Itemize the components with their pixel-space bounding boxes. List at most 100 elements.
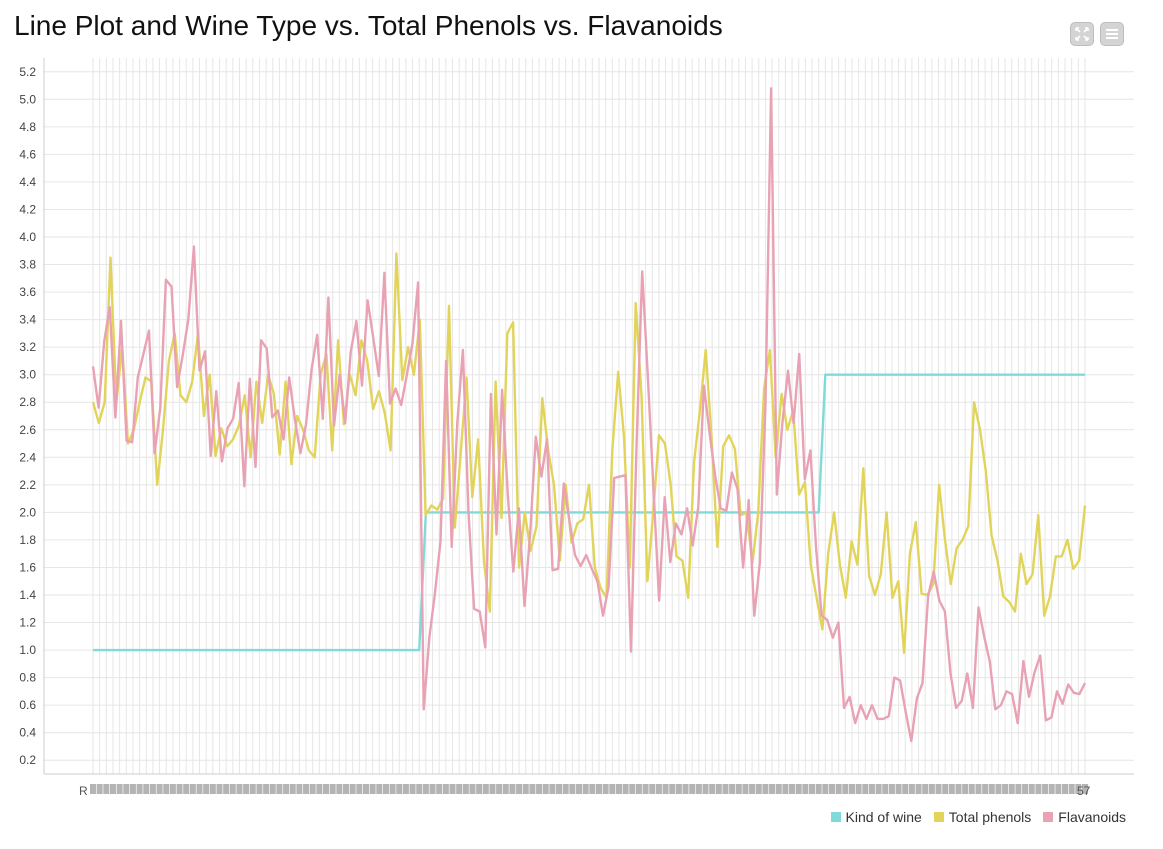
x-tick-label-glyphs — [249, 784, 256, 794]
x-tick-label-glyphs — [196, 784, 203, 794]
y-tick-label: 2.6 — [19, 423, 36, 437]
chart-title: Line Plot and Wine Type vs. Total Phenol… — [14, 10, 723, 41]
x-tick-label-glyphs — [882, 784, 889, 794]
x-tick-label-glyphs — [402, 784, 409, 794]
x-tick-label-glyphs — [915, 784, 922, 794]
x-tick-label-glyphs — [955, 784, 962, 794]
x-tick-label-glyphs — [136, 784, 143, 794]
x-tick-label-glyphs — [715, 784, 722, 794]
x-tick-label-glyphs — [635, 784, 642, 794]
x-tick-label-glyphs — [156, 784, 163, 794]
y-tick-label: 3.4 — [19, 313, 36, 327]
y-tick-label: 0.4 — [19, 726, 36, 740]
x-tick-label-glyphs — [236, 784, 243, 794]
x-tick-label-glyphs — [129, 784, 136, 794]
x-tick-label-glyphs — [875, 784, 882, 794]
x-tick-label-glyphs — [542, 784, 549, 794]
y-tick-label: 3.6 — [19, 285, 36, 299]
x-tick-label-glyphs — [689, 784, 696, 794]
x-tick-label-glyphs — [968, 784, 975, 794]
x-tick-label-glyphs — [1035, 784, 1042, 794]
x-tick-label-glyphs — [1048, 784, 1055, 794]
x-tick-label-glyphs — [829, 784, 836, 794]
y-tick-label: 3.8 — [19, 258, 36, 272]
x-tick-label-glyphs — [209, 784, 216, 794]
y-tick-label: 2.0 — [19, 505, 36, 519]
x-tick-label-glyphs — [389, 784, 396, 794]
x-tick-label-glyphs — [662, 784, 669, 794]
x-tick-label-glyphs — [522, 784, 529, 794]
x-tick-label-glyphs — [709, 784, 716, 794]
legend-label: Flavanoids — [1058, 809, 1126, 825]
x-tick-label-glyphs — [1062, 784, 1069, 794]
x-tick-label-glyphs — [815, 784, 822, 794]
y-tick-label: 1.4 — [19, 588, 36, 602]
x-tick-label-glyphs — [516, 784, 523, 794]
x-tick-label-glyphs — [655, 784, 662, 794]
x-tick-label-glyphs — [556, 784, 563, 794]
x-tick-label-glyphs — [789, 784, 796, 794]
x-tick-label-glyphs — [742, 784, 749, 794]
x-tick-label-last: 57 — [1077, 784, 1091, 798]
x-tick-label-glyphs — [163, 784, 170, 794]
x-tick-label-glyphs — [988, 784, 995, 794]
x-tick-label-glyphs — [509, 784, 516, 794]
expand-button[interactable] — [1070, 22, 1094, 46]
x-tick-label-glyphs — [868, 784, 875, 794]
legend-item-flavanoids[interactable]: Flavanoids — [1043, 809, 1126, 825]
x-tick-label-glyphs — [1068, 784, 1075, 794]
legend-item-total-phenols[interactable]: Total phenols — [933, 809, 1032, 825]
x-tick-label-glyphs — [702, 784, 709, 794]
x-tick-label-glyphs — [422, 784, 429, 794]
x-tick-label-glyphs — [489, 784, 496, 794]
x-tick-label-glyphs — [922, 784, 929, 794]
x-tick-label-glyphs — [336, 784, 343, 794]
x-tick-label-glyphs — [143, 784, 150, 794]
x-tick-label-glyphs — [449, 784, 456, 794]
series-line-kind-of-wine — [93, 373, 1085, 652]
y-tick-label: 5.2 — [19, 65, 36, 79]
x-tick-label-glyphs — [722, 784, 729, 794]
x-tick-label-glyphs — [1022, 784, 1029, 794]
x-tick-label-first: R — [79, 784, 88, 798]
y-tick-label: 0.2 — [19, 753, 36, 767]
x-tick-label-glyphs — [782, 784, 789, 794]
x-tick-label-glyphs — [289, 784, 296, 794]
x-tick-label-glyphs — [609, 784, 616, 794]
x-tick-label-glyphs — [749, 784, 756, 794]
x-tick-label-glyphs — [109, 784, 116, 794]
legend-swatch — [830, 812, 841, 822]
x-tick-label-glyphs — [629, 784, 636, 794]
x-tick-label-glyphs — [975, 784, 982, 794]
x-tick-label-glyphs — [316, 784, 323, 794]
x-tick-label-glyphs — [536, 784, 543, 794]
x-tick-label-glyphs — [1075, 784, 1082, 794]
x-tick-label-glyphs — [908, 784, 915, 794]
x-tick-label-glyphs — [203, 784, 210, 794]
x-tick-label-glyphs — [456, 784, 463, 794]
x-tick-label-glyphs — [409, 784, 416, 794]
x-tick-label-glyphs — [116, 784, 123, 794]
x-tick-label-glyphs — [529, 784, 536, 794]
x-tick-label-glyphs — [276, 784, 283, 794]
x-tick-label-glyphs — [582, 784, 589, 794]
menu-button[interactable] — [1100, 22, 1124, 46]
x-tick-label-glyphs — [342, 784, 349, 794]
x-tick-label-glyphs — [476, 784, 483, 794]
x-tick-label-glyphs — [429, 784, 436, 794]
x-tick-label-glyphs — [296, 784, 303, 794]
x-tick-label-glyphs — [362, 784, 369, 794]
y-tick-label: 5.0 — [19, 92, 36, 106]
x-tick-label-glyphs — [369, 784, 376, 794]
x-tick-label-glyphs — [935, 784, 942, 794]
x-tick-label-glyphs — [549, 784, 556, 794]
x-tick-label-glyphs — [682, 784, 689, 794]
legend-item-kind-of-wine[interactable]: Kind of wine — [830, 809, 922, 825]
x-tick-label-glyphs — [1002, 784, 1009, 794]
legend-label: Total phenols — [948, 809, 1032, 825]
x-tick-label-glyphs — [842, 784, 849, 794]
legend-label: Kind of wine — [845, 809, 922, 825]
x-tick-label-glyphs — [416, 784, 423, 794]
legend: Kind of wine Total phenols Flavanoids — [830, 809, 1126, 825]
x-tick-label-glyphs — [769, 784, 776, 794]
